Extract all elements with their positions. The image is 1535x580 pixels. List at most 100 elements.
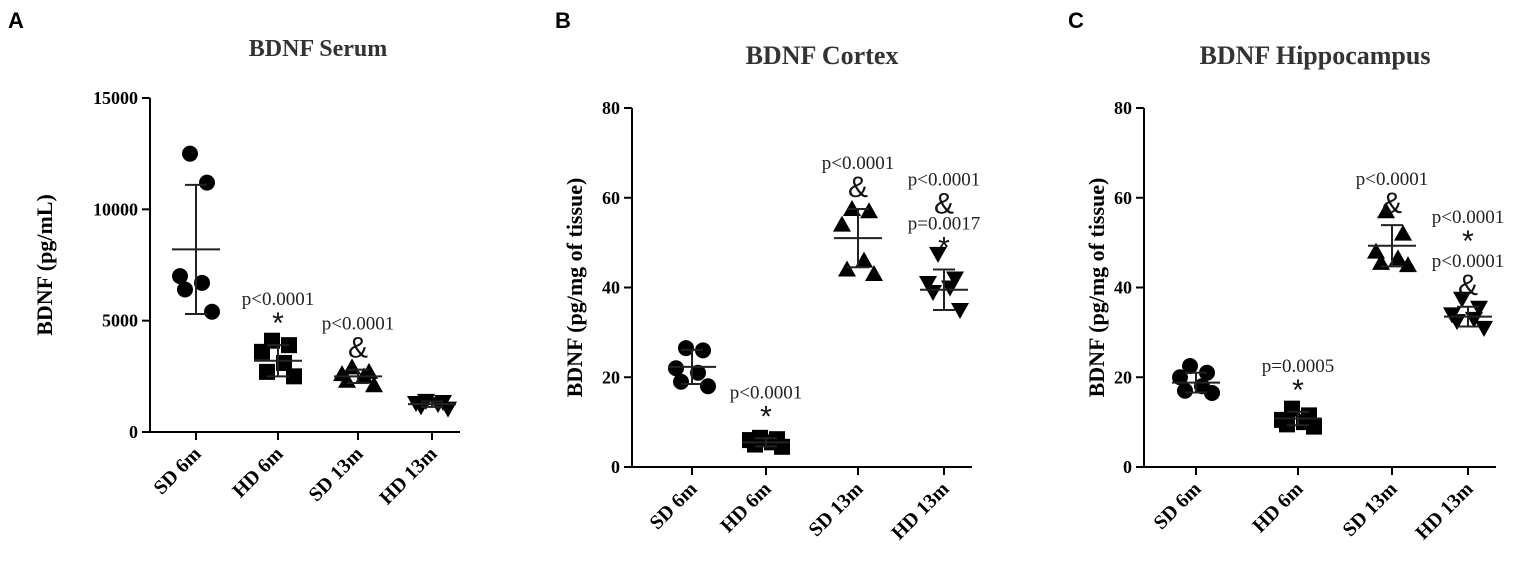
data-point xyxy=(929,246,947,263)
y-tick-label: 80 xyxy=(1114,98,1132,118)
y-tick-label: 0 xyxy=(611,457,620,477)
data-point xyxy=(1377,202,1395,219)
p-value-annotation: p=0.0017 xyxy=(908,214,980,235)
panel-letter: C xyxy=(1068,8,1084,33)
data-point xyxy=(951,302,969,319)
p-value-annotation: p<0.0001 xyxy=(1432,207,1504,228)
y-tick-label: 5000 xyxy=(102,311,138,331)
data-point xyxy=(259,363,275,380)
y-tick-label: 40 xyxy=(602,278,620,298)
significance-symbol: & xyxy=(1382,187,1402,220)
data-point xyxy=(1172,369,1188,386)
data-point xyxy=(1177,382,1193,399)
chart-title: BDNF Hippocampus xyxy=(1200,41,1431,70)
significance-symbol: & xyxy=(348,332,368,365)
x-tick-label: HD 13m xyxy=(375,443,441,509)
significance-symbol: * xyxy=(272,307,284,340)
data-point xyxy=(865,265,883,282)
chart-title: BDNF Cortex xyxy=(746,41,899,70)
x-tick-label: SD 13m xyxy=(1338,478,1401,541)
data-point xyxy=(1394,224,1412,241)
p-value-annotation: p<0.0001 xyxy=(322,314,394,335)
y-tick-label: 80 xyxy=(602,98,620,118)
significance-symbol: & xyxy=(934,188,954,221)
data-point xyxy=(199,174,215,191)
significance-symbol: & xyxy=(848,171,868,204)
x-tick-label: SD 6m xyxy=(150,443,206,499)
data-point xyxy=(941,280,959,297)
y-tick-label: 40 xyxy=(1114,278,1132,298)
panel-hippocampus: C BDNF Hippocampus 0 20 40 60 80 BDNF (pg/mg of… xyxy=(1068,8,1504,544)
p-value-annotation: p=0.0005 xyxy=(1262,356,1334,377)
x-tick-label: SD 6m xyxy=(1150,478,1206,534)
panel-cortex: B BDNF Cortex 0 20 40 60 80 BDNF (pg/mg of tiss… xyxy=(555,8,980,544)
p-value-annotation: p<0.0001 xyxy=(908,170,980,191)
p-value-annotation: p<0.0001 xyxy=(730,382,802,403)
data-point xyxy=(1470,300,1488,317)
x-tick-label: SD 6m xyxy=(646,478,702,534)
data-point xyxy=(700,378,716,395)
significance-symbol: & xyxy=(1458,269,1478,302)
data-point xyxy=(1453,291,1471,308)
x-tick-label: HD 6m xyxy=(1248,478,1307,537)
data-point xyxy=(172,268,188,285)
data-point xyxy=(860,202,878,219)
data-point xyxy=(177,281,193,298)
data-point xyxy=(286,368,302,385)
data-point xyxy=(673,373,689,390)
data-point xyxy=(1475,320,1493,337)
x-tick-label: HD 6m xyxy=(228,443,287,502)
p-value-annotation: p<0.0001 xyxy=(822,153,894,174)
significance-symbol: * xyxy=(760,400,772,433)
y-tick-label: 20 xyxy=(1114,367,1132,387)
data-point xyxy=(439,401,457,418)
data-point xyxy=(690,364,706,381)
data-point xyxy=(182,145,198,162)
data-point xyxy=(365,376,383,393)
x-tick-label: SD 13m xyxy=(304,443,367,506)
p-value-annotation: p<0.0001 xyxy=(242,289,314,310)
x-tick-label: HD 13m xyxy=(887,478,953,544)
x-tick-label: HD 13m xyxy=(1411,478,1477,544)
y-tick-label: 0 xyxy=(129,422,138,442)
x-tick-label: HD 6m xyxy=(716,478,775,537)
data-point xyxy=(254,343,270,360)
panel-letter: B xyxy=(555,8,571,33)
data-point xyxy=(1389,249,1407,266)
p-value-annotation: p<0.0001 xyxy=(1356,169,1428,190)
data-point xyxy=(855,251,873,268)
data-point xyxy=(1306,418,1322,435)
panel-serum: A BDNF Serum 0 5000 10000 15000 BDNF (pg/mL) SD… xyxy=(8,8,460,509)
data-point xyxy=(1367,242,1385,259)
chart-title: BDNF Serum xyxy=(249,36,387,62)
data-point xyxy=(924,284,942,301)
panel-letter: A xyxy=(8,8,24,33)
data-point xyxy=(1399,256,1417,273)
data-point xyxy=(1182,358,1198,375)
significance-symbol: * xyxy=(938,232,950,265)
data-point xyxy=(276,354,292,371)
x-tick-label: SD 13m xyxy=(804,478,867,541)
y-tick-label: 0 xyxy=(1123,457,1132,477)
y-tick-label: 10000 xyxy=(93,199,138,219)
y-axis-label: BDNF (pg/mg of tissue) xyxy=(562,178,587,398)
significance-symbol: * xyxy=(1462,225,1474,258)
data-point xyxy=(1204,384,1220,401)
y-tick-label: 15000 xyxy=(93,88,138,108)
data-point xyxy=(946,271,964,288)
data-point xyxy=(1448,314,1466,331)
y-axis-label: BDNF (pg/mL) xyxy=(32,194,57,336)
data-point xyxy=(833,215,851,232)
y-axis-label: BDNF (pg/mg of tissue) xyxy=(1084,178,1109,398)
data-point xyxy=(919,276,937,293)
y-tick-label: 60 xyxy=(1114,188,1132,208)
y-tick-label: 60 xyxy=(602,188,620,208)
data-point xyxy=(194,274,210,291)
data-point xyxy=(668,360,684,377)
data-point xyxy=(678,340,694,357)
p-value-annotation: p<0.0001 xyxy=(1432,251,1504,272)
data-point xyxy=(204,303,220,320)
significance-symbol: * xyxy=(1292,374,1304,407)
data-point xyxy=(838,260,856,277)
